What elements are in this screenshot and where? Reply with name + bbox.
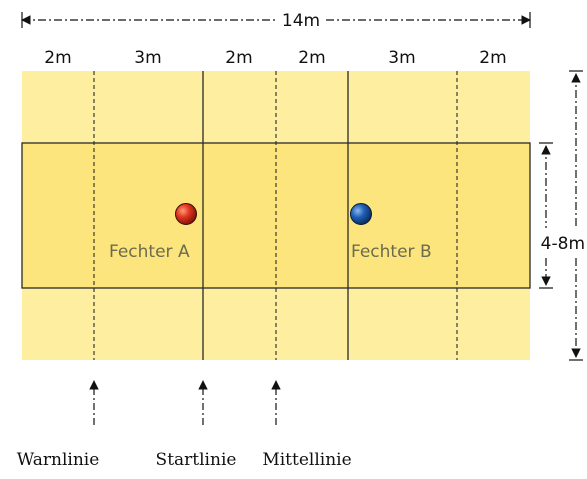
fencer-a-label: Fechter A xyxy=(109,242,190,262)
fencer-a-marker xyxy=(175,203,197,225)
line-indicator-arrows xyxy=(89,380,281,425)
fencer-b-marker xyxy=(350,203,372,225)
width-range-label: 4-8m xyxy=(541,234,585,254)
segment-label-3: 2m xyxy=(225,48,252,68)
piste-width-dimension xyxy=(539,142,553,289)
segment-label-4: 2m xyxy=(298,48,325,68)
segment-label-1: 2m xyxy=(44,48,71,68)
total-length-dimension: 14m xyxy=(21,11,531,31)
segment-label-5: 3m xyxy=(388,48,415,68)
total-length-label: 14m xyxy=(282,11,320,31)
segment-label-6: 2m xyxy=(479,48,506,68)
segment-label-2: 3m xyxy=(134,48,161,68)
center-line-label: Mittellinie xyxy=(262,450,351,470)
total-width-dimension xyxy=(569,70,583,361)
start-line-label: Startlinie xyxy=(156,450,237,470)
warning-line-label: Warnlinie xyxy=(17,450,100,470)
fencer-b-label: Fechter B xyxy=(351,242,432,262)
